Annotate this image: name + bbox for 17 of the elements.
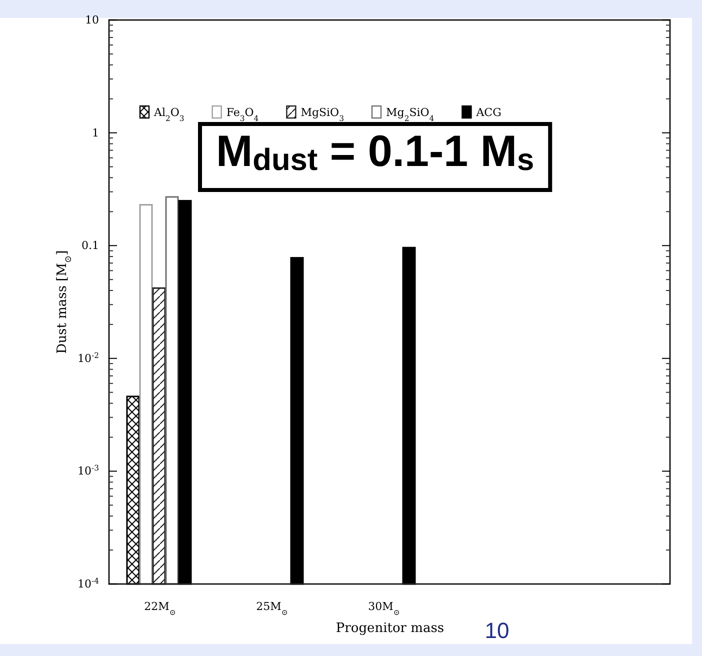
y-tick-label: 0.1 bbox=[82, 239, 99, 252]
text: 10 bbox=[484, 618, 510, 643]
annotation: M$_{dust}$ = 0.1-1 M$_{s}$ bbox=[216, 127, 534, 177]
y-tick-label: 1 bbox=[92, 126, 99, 140]
legend-label: Al$_{2}$O$_{3}$ bbox=[153, 106, 184, 122]
x-tick-label: 25M$_{⊙}$ bbox=[256, 600, 288, 616]
legend-label: MgSiO$_{3}$ bbox=[300, 106, 344, 122]
x-tick-label: 22M$_{⊙}$ bbox=[144, 600, 176, 616]
y-tick-label: 10$^{-2}$ bbox=[78, 350, 100, 365]
legend-label: Fe$_{3}$O$_{4}$ bbox=[226, 106, 259, 122]
x-axis-title: Progenitor mass bbox=[336, 621, 444, 636]
legend-label: Mg$_{2}$SiO$_{4}$ bbox=[386, 106, 434, 122]
y-tick-label: 10$^{-3}$ bbox=[78, 463, 100, 478]
y-tick-label: 10 bbox=[85, 14, 99, 27]
legend-label: ACG bbox=[475, 106, 502, 119]
y-tick-label: 10$^{-4}$ bbox=[78, 576, 100, 591]
x-tick-label: 30M$_{⊙}$ bbox=[368, 600, 400, 616]
